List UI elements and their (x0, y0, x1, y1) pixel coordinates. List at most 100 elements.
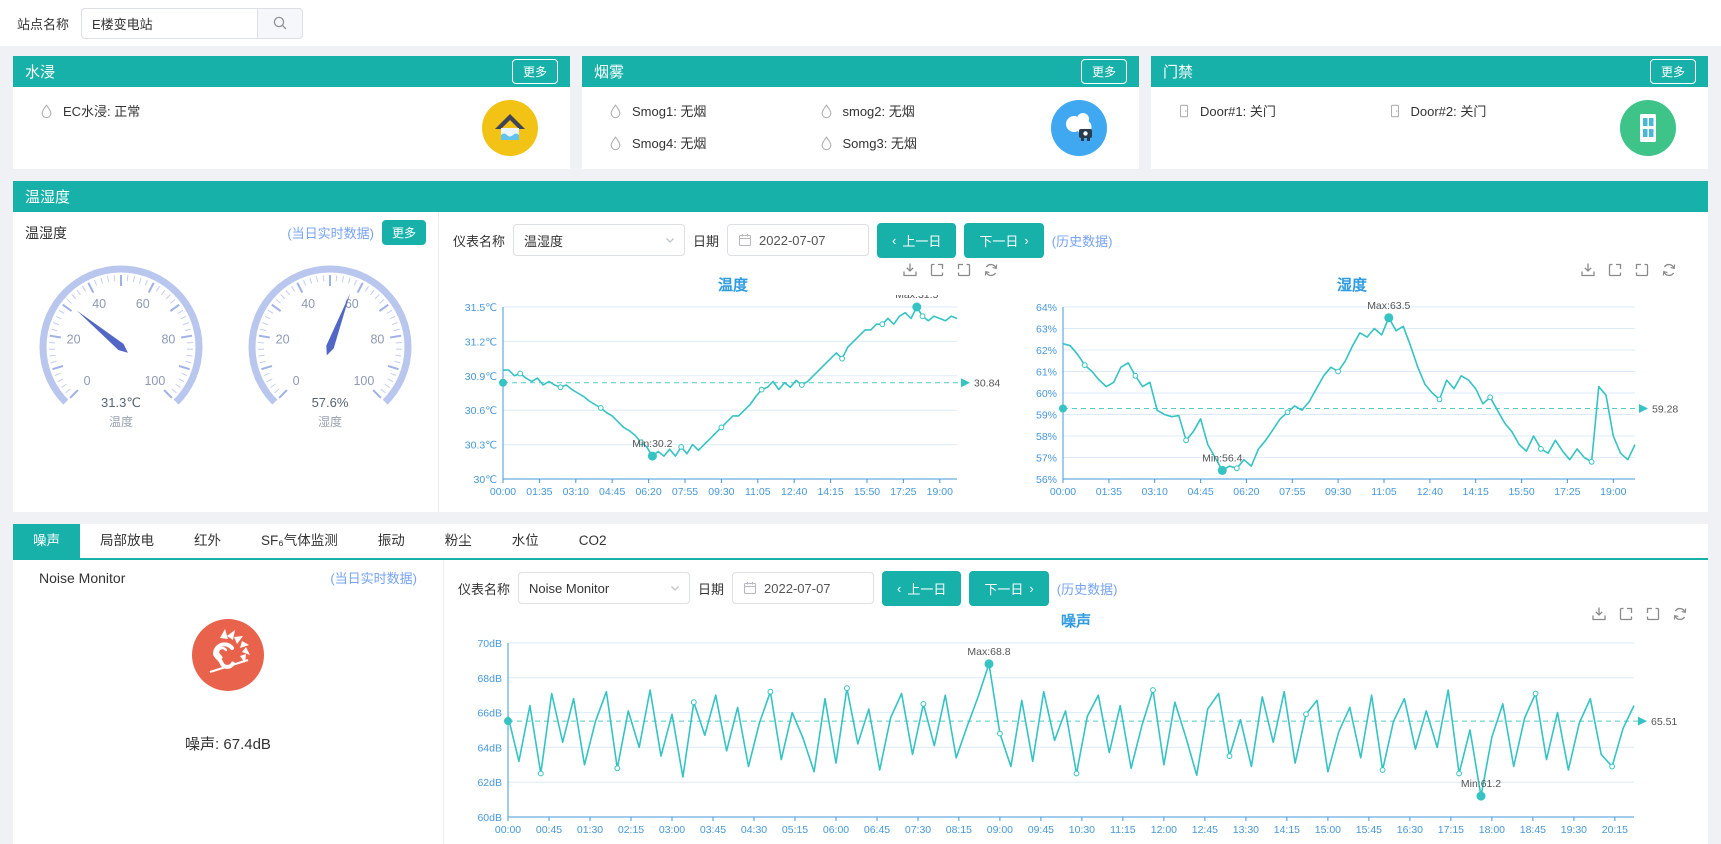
smoke-more-button[interactable]: 更多 (1080, 59, 1127, 84)
noise-chart-title: 噪声 (1060, 613, 1091, 630)
tab-4[interactable]: SF₆气体监测 (261, 533, 338, 548)
temperature-gauge: 0 20 40 60 80 100 31.3℃ 温度 (19, 253, 224, 450)
svg-text:59.28: 59.28 (1652, 404, 1678, 416)
temperature-chart: 31.5℃ 31.2℃ 30.9℃ 30.6℃ 30.3℃ 30℃ 00:00 01:35 03… (453, 289, 1013, 508)
search-button[interactable] (257, 7, 304, 39)
chevron-left-icon: ‹ (892, 232, 897, 248)
svg-text:14:15: 14:15 (817, 486, 843, 498)
svg-text:100: 100 (144, 374, 165, 388)
noise-prev-day-button[interactable]: ‹ 上一日 (882, 570, 962, 606)
refresh-icon[interactable] (1661, 262, 1677, 278)
noise-panel: Noise Monitor (当日实时数据) 噪声: 67.4dB 仪表名称 N… (13, 560, 1708, 844)
svg-text:09:00: 09:00 (987, 824, 1013, 836)
prev-day-button[interactable]: ‹ 上一日 (877, 222, 957, 258)
meter-select-value: Noise Monitor (529, 580, 610, 596)
smoke-card-header: 烟雾 更多 (582, 56, 1139, 87)
svg-text:80: 80 (370, 333, 384, 347)
chart-toolbox (1591, 606, 1688, 622)
restore-icon[interactable] (956, 262, 972, 278)
svg-text:14:15: 14:15 (1274, 824, 1300, 836)
date-input[interactable]: 2022-07-07 (727, 224, 870, 256)
svg-text:03:45: 03:45 (700, 824, 726, 836)
water-card-header: 水浸 更多 (13, 56, 570, 87)
svg-text:60: 60 (135, 297, 149, 311)
tab-7[interactable]: 水位 (511, 533, 539, 548)
tab-6[interactable]: 粉尘 (444, 533, 472, 548)
droplet-icon (41, 103, 52, 118)
refresh-icon[interactable] (1672, 606, 1688, 622)
restore-icon[interactable] (1634, 262, 1650, 278)
data-zoom-icon[interactable] (1607, 262, 1623, 278)
tab-3[interactable]: 红外 (194, 533, 221, 548)
svg-text:Max:63.5: Max:63.5 (1367, 300, 1410, 312)
svg-text:15:50: 15:50 (854, 486, 880, 498)
svg-text:19:30: 19:30 (1561, 824, 1587, 836)
svg-text:04:30: 04:30 (741, 824, 767, 836)
download-icon[interactable] (1591, 606, 1607, 622)
svg-text:17:25: 17:25 (890, 486, 916, 498)
data-zoom-icon[interactable] (1618, 606, 1634, 622)
svg-text:Max:31.5: Max:31.5 (895, 295, 938, 301)
restore-icon[interactable] (1645, 606, 1661, 622)
station-name-input[interactable] (81, 7, 258, 39)
svg-text:57.6%: 57.6% (311, 395, 348, 410)
svg-text:13:30: 13:30 (1233, 824, 1259, 836)
svg-text:30.84: 30.84 (974, 378, 1000, 390)
tab-1[interactable]: 噪声 (13, 524, 80, 558)
history-data-link[interactable]: (历史数据) (1051, 233, 1113, 249)
refresh-icon[interactable] (983, 262, 999, 278)
tab-5[interactable]: 振动 (377, 533, 405, 548)
tab-2[interactable]: 局部放电 (100, 533, 154, 548)
svg-text:06:00: 06:00 (823, 824, 849, 836)
svg-text:58%: 58% (1036, 431, 1057, 443)
tab-8[interactable]: CO2 (578, 533, 607, 548)
next-day-label: 下一日 (984, 581, 1024, 597)
svg-text:18:45: 18:45 (1520, 824, 1546, 836)
svg-text:07:55: 07:55 (1279, 486, 1305, 498)
status-item: Smog1: 无烟 (608, 101, 819, 120)
svg-text:40: 40 (92, 297, 106, 311)
water-house-icon (482, 100, 538, 156)
gauge-section-title: 温湿度 (25, 224, 67, 241)
svg-text:30℃: 30℃ (474, 474, 497, 486)
temp-humidity-more-button[interactable]: 更多 (381, 220, 426, 245)
date-label: 日期 (693, 233, 720, 249)
noise-meter-select[interactable]: Noise Monitor (518, 572, 691, 604)
svg-text:68dB: 68dB (477, 673, 502, 685)
noise-history-data-link[interactable]: (历史数据) (1056, 581, 1118, 597)
realtime-data-link[interactable]: (当日实时数据) (330, 571, 417, 586)
svg-text:61%: 61% (1036, 367, 1057, 379)
download-icon[interactable] (902, 262, 918, 278)
svg-text:66dB: 66dB (477, 708, 502, 720)
meter-select[interactable]: 温湿度 (513, 224, 686, 256)
chevron-right-icon: › (1024, 232, 1029, 248)
sensor-tabbar: 噪声 局部放电 红外 SF₆气体监测 振动 粉尘 水位 CO2 (13, 524, 1708, 560)
status-item-text: Smog4: 无烟 (632, 136, 707, 151)
data-zoom-icon[interactable] (929, 262, 945, 278)
noise-date-input[interactable]: 2022-07-07 (732, 572, 875, 604)
svg-text:64%: 64% (1036, 302, 1057, 314)
svg-text:00:00: 00:00 (495, 824, 521, 836)
water-more-button[interactable]: 更多 (511, 59, 558, 84)
door-status-icon (1620, 100, 1676, 156)
next-day-button[interactable]: 下一日 › (964, 222, 1044, 258)
temp-humidity-charts-section: 仪表名称 温湿度 日期 2022-07-07 ‹ 上一日 下一日 › (438, 212, 1708, 512)
svg-text:Min:30.2: Min:30.2 (632, 438, 672, 450)
status-item: smog2: 无烟 (819, 101, 1030, 120)
svg-text:09:45: 09:45 (1028, 824, 1054, 836)
svg-text:65.51: 65.51 (1651, 716, 1677, 728)
noise-next-day-button[interactable]: 下一日 › (969, 570, 1049, 606)
date-value: 2022-07-07 (759, 232, 826, 248)
status-item-text: Door#1: 关门 (1200, 104, 1276, 119)
droplet-icon (821, 103, 831, 118)
svg-text:Min:56.4: Min:56.4 (1202, 452, 1242, 464)
droplet-icon (821, 135, 831, 150)
download-icon[interactable] (1580, 262, 1596, 278)
svg-text:30.6℃: 30.6℃ (465, 405, 497, 417)
svg-text:12:40: 12:40 (781, 486, 807, 498)
status-item-text: EC水浸: 正常 (63, 104, 141, 119)
door-more-button[interactable]: 更多 (1649, 59, 1696, 84)
realtime-data-link[interactable]: (当日实时数据) (287, 226, 374, 241)
svg-text:64dB: 64dB (477, 742, 502, 754)
svg-text:06:20: 06:20 (1233, 486, 1259, 498)
